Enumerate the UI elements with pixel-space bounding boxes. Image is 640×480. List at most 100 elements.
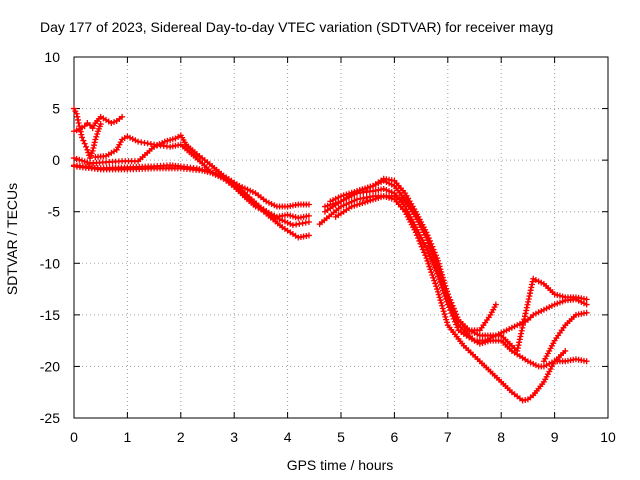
- data-point-marker: [419, 246, 426, 253]
- data-point-marker: [583, 296, 590, 303]
- data-point-marker: [445, 294, 452, 301]
- data-point-marker: [543, 362, 550, 369]
- y-axis-label: SDTVAR / TECUs: [4, 183, 20, 295]
- data-point-marker: [468, 328, 475, 335]
- data-point-marker: [305, 201, 312, 208]
- data-point-marker: [524, 358, 531, 365]
- data-point-marker: [583, 358, 590, 365]
- data-point-marker: [443, 288, 450, 295]
- data-point-marker: [305, 212, 312, 219]
- x-tick-label: 9: [551, 429, 559, 445]
- data-point-marker: [84, 146, 91, 153]
- data-point-marker: [73, 155, 80, 162]
- data-point-marker: [151, 143, 158, 150]
- data-point-marker: [340, 202, 347, 209]
- data-point-marker: [511, 323, 518, 330]
- x-tick-label: 0: [70, 429, 78, 445]
- data-point-marker: [372, 195, 379, 202]
- data-point-marker: [380, 186, 387, 193]
- data-point-marker: [532, 277, 539, 284]
- data-point-marker: [199, 167, 206, 174]
- data-point-marker: [413, 232, 420, 239]
- data-point-marker: [428, 245, 435, 252]
- data-point-marker: [416, 237, 423, 244]
- data-point-marker: [428, 269, 435, 276]
- data-point-marker: [156, 141, 163, 148]
- data-point-marker: [506, 326, 513, 333]
- x-tick-label: 7: [444, 429, 452, 445]
- data-point-marker: [453, 321, 460, 328]
- data-point-marker: [583, 309, 590, 316]
- data-point-marker: [450, 305, 457, 312]
- data-point-marker: [514, 322, 521, 329]
- data-point-marker: [433, 283, 440, 290]
- data-point-marker: [421, 249, 428, 256]
- data-point-marker: [423, 234, 430, 241]
- data-point-marker: [508, 324, 515, 331]
- data-point-marker: [244, 186, 251, 193]
- data-point-marker: [394, 194, 401, 201]
- data-point-marker: [329, 200, 336, 207]
- data-point-marker: [343, 201, 350, 208]
- data-point-marker: [527, 359, 534, 366]
- series-line: [72, 165, 311, 239]
- data-point-marker: [538, 307, 545, 314]
- data-point-marker: [442, 313, 449, 320]
- data-point-marker: [263, 198, 270, 205]
- data-point-marker: [449, 313, 456, 320]
- data-point-marker: [500, 328, 507, 335]
- data-point-marker: [442, 295, 449, 302]
- series-track-11: [332, 193, 590, 354]
- data-point-marker: [327, 201, 334, 208]
- data-point-marker: [540, 306, 547, 313]
- data-point-marker: [354, 201, 361, 208]
- data-point-marker: [427, 253, 433, 260]
- data-point-marker: [431, 254, 438, 261]
- data-point-marker: [428, 256, 435, 263]
- data-point-marker: [367, 197, 374, 204]
- data-point-marker: [91, 139, 98, 146]
- series-line: [329, 177, 497, 332]
- data-point-marker: [431, 264, 438, 271]
- data-point-marker: [305, 219, 312, 226]
- data-point-marker: [427, 266, 434, 273]
- data-point-marker: [559, 293, 566, 300]
- data-point-marker: [437, 268, 444, 275]
- data-point-marker: [439, 302, 446, 309]
- data-point-marker: [429, 248, 436, 255]
- data-point-marker: [75, 116, 82, 123]
- y-tick-label: -20: [40, 358, 60, 374]
- data-point-marker: [83, 143, 90, 150]
- data-point-marker: [438, 299, 445, 306]
- data-point-marker: [424, 237, 431, 244]
- data-point-marker: [454, 324, 461, 331]
- data-point-marker: [482, 339, 489, 346]
- data-point-marker: [540, 363, 547, 370]
- data-point-marker: [71, 155, 77, 162]
- data-point-marker: [556, 292, 563, 299]
- data-point-marker: [439, 305, 446, 312]
- data-point-marker: [532, 310, 539, 317]
- data-point-marker: [554, 292, 561, 299]
- data-point-marker: [429, 259, 436, 266]
- x-axis-label: GPS time / hours: [287, 457, 394, 473]
- data-point-marker: [535, 278, 542, 285]
- data-point-marker: [530, 311, 537, 318]
- x-tick-label: 6: [391, 429, 399, 445]
- data-point-marker: [503, 327, 510, 334]
- data-point-marker: [471, 329, 478, 336]
- series-track-9: [321, 186, 590, 370]
- data-point-marker: [454, 314, 461, 321]
- data-point-marker: [436, 265, 443, 272]
- data-point-marker: [530, 275, 537, 282]
- data-point-marker: [332, 200, 339, 207]
- data-point-marker: [484, 338, 491, 345]
- data-point-marker: [431, 277, 438, 284]
- series-track-4: [71, 132, 312, 210]
- data-point-marker: [556, 299, 563, 306]
- data-point-marker: [167, 137, 174, 144]
- data-point-marker: [440, 279, 447, 286]
- x-tick-label: 2: [177, 429, 185, 445]
- data-point-marker: [93, 133, 100, 140]
- data-point-marker: [284, 219, 291, 226]
